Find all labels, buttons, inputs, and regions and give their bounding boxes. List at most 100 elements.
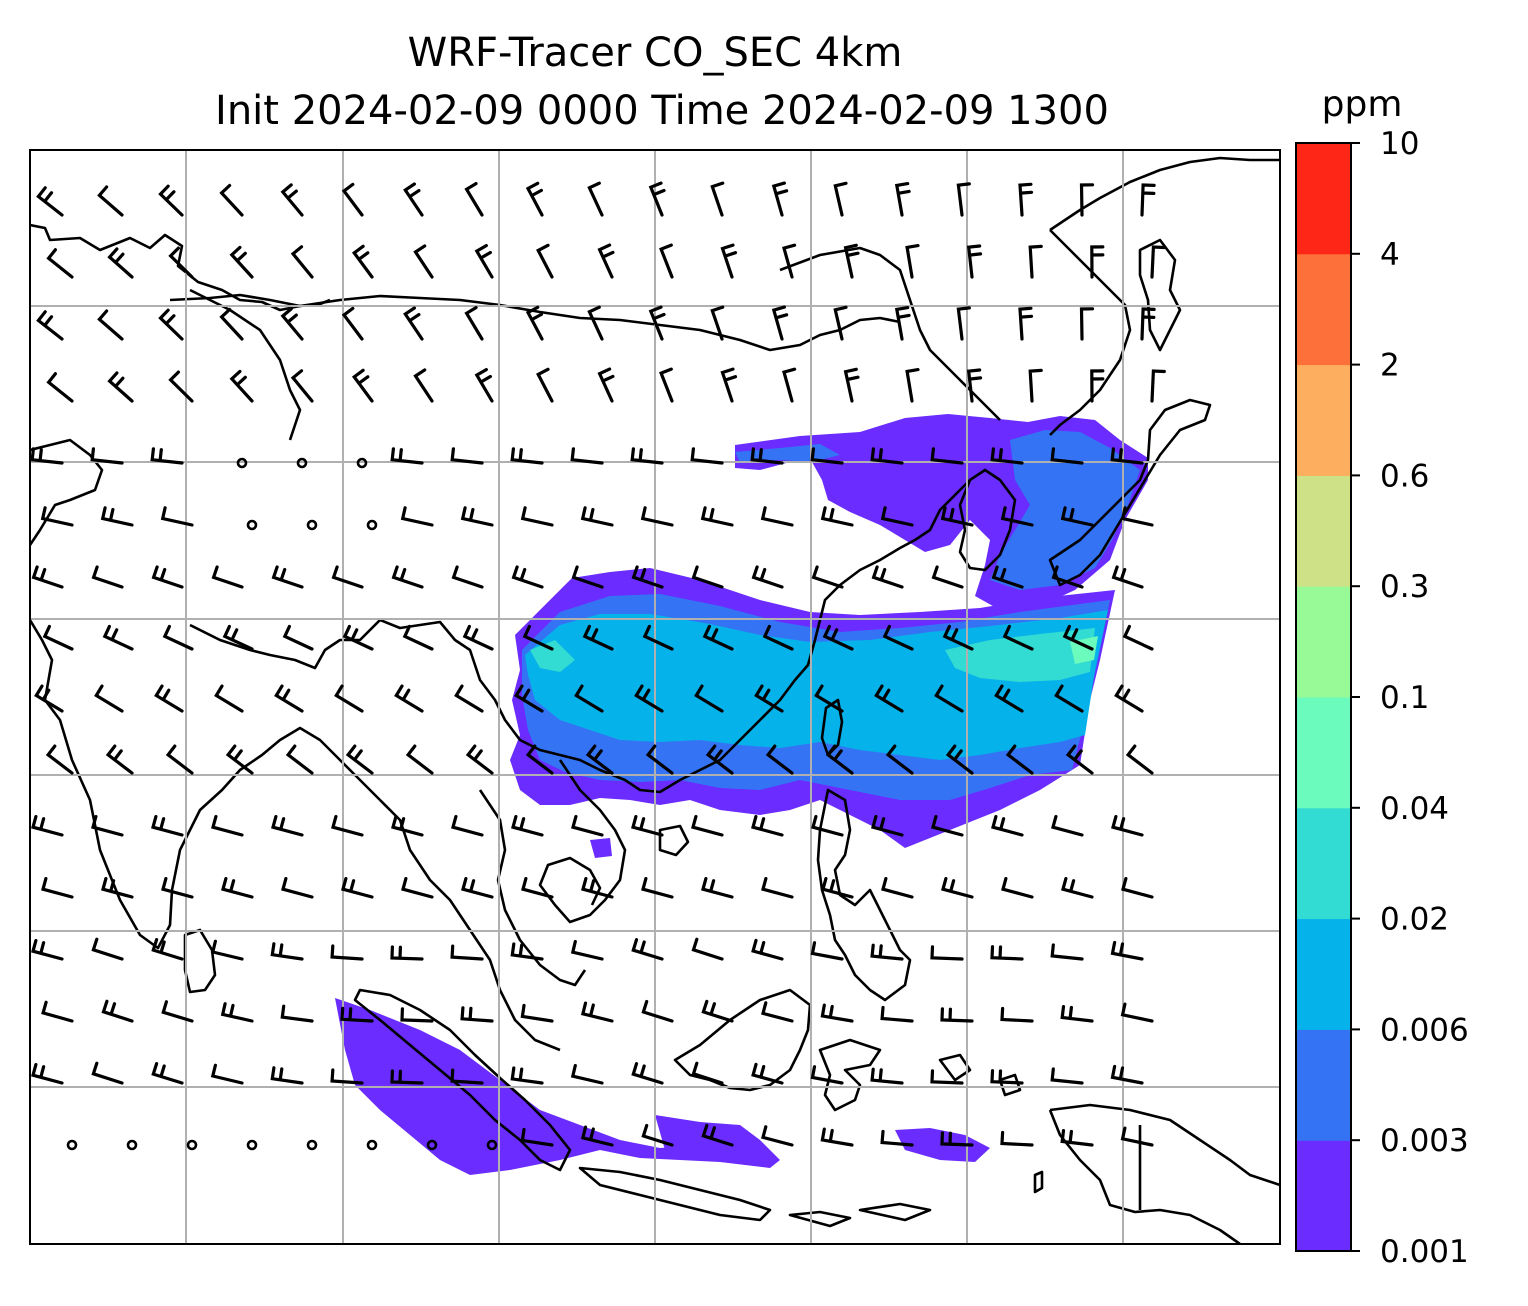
wind-barb [870, 1067, 904, 1085]
wind-barb [1150, 245, 1166, 279]
wind-barb [274, 684, 304, 713]
wind-barb [694, 684, 724, 713]
wind-barb [219, 183, 244, 217]
wind-barb [811, 815, 844, 837]
wind-barb [290, 369, 314, 403]
colorbar-tick-label: 0.6 [1380, 458, 1429, 494]
wind-barb [1001, 877, 1034, 899]
wind-barb [597, 367, 615, 403]
wind-barb [330, 1068, 364, 1085]
wind-barb [701, 1123, 734, 1147]
wind-barb [460, 1006, 494, 1023]
wind-barb [465, 744, 494, 775]
wind-barb [956, 306, 971, 341]
wind-barb [46, 372, 74, 403]
wind-barb [880, 1005, 914, 1023]
wind-barb [762, 624, 794, 651]
wind-barb [582, 624, 614, 651]
colorbar-tick-label: 10 [1380, 126, 1419, 162]
wind-barb [1060, 1129, 1094, 1147]
wind-barb [511, 565, 544, 589]
wind-barb [1150, 369, 1166, 403]
wind-barb [1061, 877, 1094, 899]
wind-barb [91, 1061, 124, 1085]
wind-barb [390, 1069, 424, 1085]
wind-barb [151, 815, 184, 837]
wind-barb [659, 243, 674, 279]
calm-wind-circle [66, 1139, 78, 1151]
wind-barb [1028, 244, 1043, 279]
wind-barb [820, 506, 854, 527]
wind-barb [754, 684, 784, 713]
wind-barb [514, 684, 544, 713]
wind-barb [161, 1000, 194, 1023]
wind-barb [1120, 506, 1154, 527]
colorbar: 0.001 0.003 0.006 0.02 0.04 0.1 0.3 0.6 2 4 10 ppm [1295, 84, 1469, 1270]
wind-barb [536, 367, 554, 403]
wind-barb [42, 624, 74, 651]
colorbar-level-block [1296, 586, 1351, 698]
wind-barb [450, 944, 484, 961]
wind-barb [1125, 744, 1154, 775]
wind-barb [634, 684, 664, 713]
wind-barb [34, 684, 64, 713]
wind-barb [1120, 1126, 1154, 1147]
wind-barb [751, 565, 784, 589]
wind-barb [225, 744, 254, 775]
wind-barb [461, 877, 494, 899]
wind-barb [525, 305, 544, 341]
calm-wind-circle [246, 1139, 258, 1151]
wind-barb [648, 181, 666, 217]
wind-barb [940, 1007, 974, 1023]
wind-barb [413, 244, 434, 279]
wind-barb [941, 877, 974, 899]
wind-barb [825, 744, 854, 775]
wind-barb [270, 942, 304, 961]
wind-barb [1090, 369, 1105, 403]
calm-wind-circle [236, 457, 248, 469]
wind-barb [1000, 1006, 1034, 1023]
wind-barb [402, 624, 434, 651]
wind-barb [833, 305, 848, 341]
wind-barb [630, 447, 664, 465]
wind-barb [1060, 506, 1094, 527]
wind-barb [597, 243, 615, 279]
colorbar-blocks [1296, 143, 1351, 1252]
wind-barb [102, 624, 134, 651]
wind-barb [150, 447, 184, 465]
wind-barb [520, 1127, 554, 1147]
wind-barb [474, 244, 494, 279]
wind-barb [942, 624, 974, 651]
wind-barb [100, 506, 134, 527]
wind-barb [751, 815, 784, 837]
wind-barb [720, 243, 738, 279]
wind-barb [107, 247, 134, 279]
wind-barb [1065, 744, 1094, 775]
wind-barb [1018, 306, 1034, 341]
wind-barb [331, 565, 364, 589]
wind-barb [761, 1001, 794, 1023]
wind-barb [1005, 744, 1034, 775]
wind-barb [450, 447, 484, 465]
wind-barb [351, 244, 374, 279]
wind-barb [45, 744, 74, 775]
wind-barb [720, 367, 738, 403]
wind-barb [580, 1125, 614, 1147]
colorbar-level-block [1296, 1140, 1351, 1252]
colorbar-level-block [1296, 697, 1351, 809]
wind-barb [390, 945, 424, 961]
wind-barb [101, 999, 134, 1023]
wind-barb [934, 684, 964, 713]
wind-barb [750, 447, 784, 465]
wind-barb [642, 624, 674, 651]
wind-barb [880, 1129, 914, 1147]
wind-barb [91, 815, 124, 837]
wind-barb [814, 684, 844, 713]
wind-barb [571, 815, 604, 837]
wind-barb [1111, 565, 1144, 589]
wind-barb [101, 877, 134, 899]
wind-barb [221, 877, 254, 899]
wind-barb [761, 1125, 794, 1147]
wind-barb [710, 305, 725, 341]
